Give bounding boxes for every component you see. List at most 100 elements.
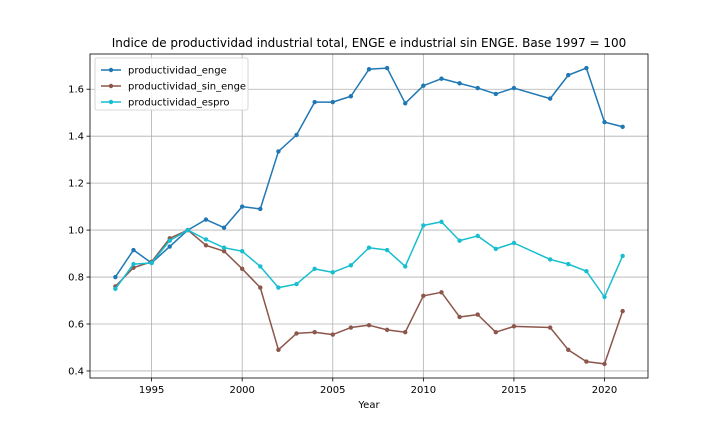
- data-point: [113, 286, 118, 291]
- data-point: [294, 331, 299, 336]
- series-line: [114, 229, 624, 365]
- data-point: [421, 83, 426, 88]
- data-point: [493, 246, 499, 252]
- data-point: [221, 245, 227, 250]
- data-point: [547, 257, 553, 262]
- x-axis-label: Year: [357, 400, 380, 411]
- data-point: [566, 261, 571, 267]
- data-point: [131, 247, 136, 253]
- data-point: [366, 67, 372, 72]
- data-point: [276, 285, 281, 290]
- data-point: [276, 347, 281, 353]
- data-point: [366, 245, 372, 250]
- legend-label: productividad_sin_enge: [128, 82, 246, 93]
- data-point: [348, 263, 354, 268]
- data-point: [620, 308, 625, 314]
- data-point: [475, 85, 480, 91]
- data-point: [511, 240, 517, 246]
- legend-label: productividad_espro: [128, 98, 229, 109]
- data-point: [203, 217, 209, 222]
- data-point: [384, 65, 390, 71]
- data-point: [239, 266, 245, 272]
- series-productividad_espro: [113, 219, 625, 300]
- data-point: [348, 325, 354, 330]
- data-point: [203, 243, 209, 248]
- data-point: [457, 238, 462, 243]
- data-point: [439, 76, 444, 81]
- data-point: [584, 65, 589, 71]
- x-tick-label: 1995: [139, 385, 164, 396]
- data-point: [439, 219, 444, 225]
- x-tick-label: 2005: [320, 385, 345, 396]
- data-point: [221, 225, 227, 230]
- data-point: [493, 330, 499, 335]
- series-line: [114, 67, 623, 278]
- data-point: [185, 227, 191, 233]
- x-tick-label: 2020: [592, 385, 617, 396]
- plot-frame: [89, 53, 649, 379]
- chart-title: Indice de productividad industrial total…: [112, 36, 627, 50]
- legend-box: [94, 57, 249, 111]
- data-point: [475, 233, 480, 239]
- y-tick-label: 1.6: [68, 85, 84, 96]
- data-point: [221, 249, 227, 254]
- data-point: [511, 85, 517, 91]
- data-point: [403, 330, 408, 335]
- data-point: [584, 359, 589, 364]
- series-lines: [113, 65, 625, 367]
- data-point: [312, 99, 317, 105]
- data-point: [602, 294, 607, 300]
- data-point: [602, 119, 607, 125]
- data-point: [620, 124, 625, 129]
- y-tick-label: 0.6: [68, 320, 84, 331]
- legend: productividad_enge productividad_sin_enge…: [94, 57, 249, 111]
- data-point: [384, 247, 390, 253]
- data-point: [421, 293, 426, 299]
- data-point: [149, 260, 154, 266]
- data-point: [403, 101, 408, 106]
- data-point: [403, 264, 408, 269]
- series-productividad_enge: [113, 65, 625, 280]
- legend-marker: [108, 99, 114, 105]
- data-point: [620, 253, 625, 259]
- data-point: [475, 312, 480, 317]
- data-point: [439, 290, 444, 295]
- y-tick-label: 1.0: [68, 226, 84, 237]
- data-point: [366, 322, 372, 328]
- data-point: [511, 324, 517, 329]
- data-point: [602, 361, 607, 367]
- legend-label: productividad_enge: [128, 66, 227, 77]
- data-point: [294, 281, 299, 287]
- data-point: [330, 332, 335, 337]
- data-point: [566, 347, 571, 353]
- data-point: [493, 91, 499, 97]
- x-tick-label: 2010: [411, 385, 436, 396]
- data-point: [167, 244, 172, 249]
- y-tick-label: 0.8: [68, 273, 84, 284]
- data-point: [239, 204, 245, 209]
- y-tick-label: 1.4: [68, 132, 84, 143]
- data-point: [203, 237, 209, 242]
- data-point: [457, 81, 462, 86]
- legend-marker: [108, 67, 114, 73]
- data-point: [258, 264, 263, 269]
- data-point: [131, 261, 136, 267]
- data-point: [113, 274, 118, 280]
- data-point: [584, 268, 589, 274]
- data-point: [276, 149, 281, 154]
- grid-lines: [90, 54, 648, 378]
- y-tick-label: 1.2: [68, 179, 84, 190]
- data-point: [258, 206, 263, 212]
- data-point: [312, 330, 317, 335]
- data-point: [547, 325, 553, 330]
- data-point: [457, 314, 462, 320]
- data-point: [384, 327, 390, 333]
- data-point: [348, 94, 354, 99]
- y-tick-label: 0.4: [68, 366, 84, 377]
- data-point: [566, 72, 571, 78]
- data-point: [330, 99, 335, 105]
- data-point: [547, 96, 553, 101]
- data-point: [421, 223, 426, 228]
- data-point: [167, 238, 172, 243]
